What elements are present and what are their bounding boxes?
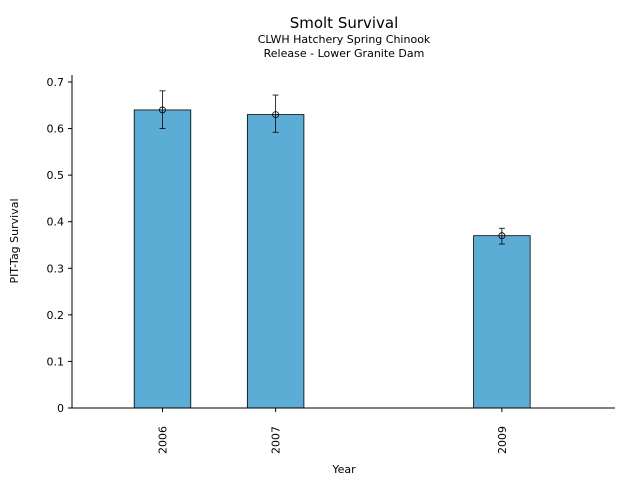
y-tick-label: 0.1 [47, 355, 65, 368]
mean-marker-2009 [498, 232, 506, 240]
y-tick-label: 0.2 [47, 309, 65, 322]
bar-2006 [133, 109, 192, 409]
y-tick-label: 0.7 [47, 76, 65, 89]
bars-layer [133, 109, 531, 409]
y-axis-label: PIT-Tag Survival [8, 198, 21, 283]
y-tick-label: 0.5 [47, 169, 65, 182]
chart-subtitle-line-1: CLWH Hatchery Spring Chinook [258, 33, 431, 46]
y-tick-label: 0 [57, 402, 64, 415]
mean-marker-2006 [159, 106, 166, 114]
bar-2007 [246, 114, 305, 409]
y-axis-ticks: 0 0.1 0.2 0.3 0.4 0.5 0.6 0.7 [47, 76, 72, 415]
mean-marker-2007 [272, 111, 280, 118]
chart-subtitle-line-2: Release - Lower Granite Dam [264, 47, 425, 60]
x-tick-label: 2006 [157, 426, 170, 454]
bar-2009 [473, 235, 531, 409]
chart-title: Smolt Survival [290, 14, 399, 32]
x-tick-label: 2007 [270, 426, 283, 454]
x-tick-label: 2009 [496, 426, 509, 454]
y-tick-label: 0.3 [47, 262, 65, 275]
x-axis-ticks: 2006 2007 2009 [157, 408, 509, 454]
y-tick-label: 0.6 [47, 123, 65, 136]
error-bars-layer [159, 90, 506, 245]
y-tick-label: 0.4 [47, 216, 65, 229]
x-axis-label: Year [331, 463, 356, 476]
